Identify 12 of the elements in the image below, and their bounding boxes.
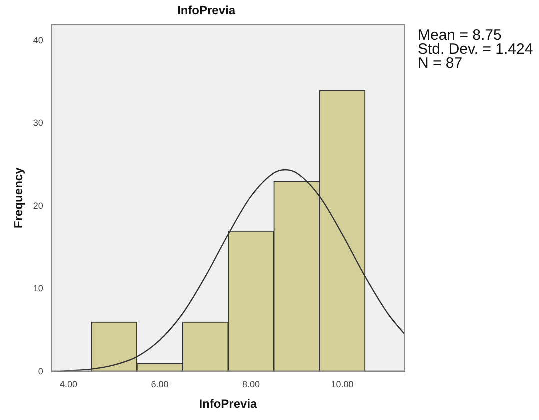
y-tick-label: 30	[33, 118, 44, 128]
y-axis-title: Frequency	[12, 167, 26, 228]
x-tick-label: 8.00	[242, 380, 260, 390]
y-tick-label: 20	[33, 200, 44, 211]
x-axis-title: InfoPrevia	[199, 397, 258, 412]
x-tick-label: 10.00	[331, 380, 354, 390]
x-tick-label: 6.00	[151, 380, 169, 390]
x-tick-label: 4.00	[60, 380, 78, 390]
chart-title: InfoPrevia	[177, 4, 236, 18]
y-tick-label: 0	[38, 366, 44, 376]
y-tick-label: 10	[33, 284, 44, 294]
y-tick-label: 40	[33, 35, 44, 46]
